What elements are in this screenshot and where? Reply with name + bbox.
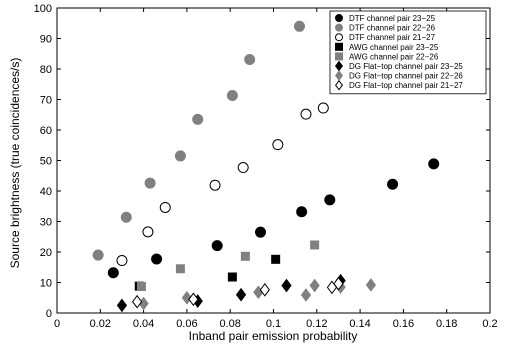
y-tick-label: 50 bbox=[40, 156, 52, 168]
y-tick-label: 30 bbox=[40, 217, 52, 229]
data-point-series-4 bbox=[175, 264, 185, 274]
legend-label: DG Flat−top channel pair 23−25 bbox=[349, 62, 463, 71]
legend-marker-series-0 bbox=[335, 14, 343, 22]
data-point-series-0 bbox=[211, 240, 223, 252]
data-point-series-5 bbox=[281, 278, 292, 293]
y-tick-label: 0 bbox=[46, 308, 52, 320]
x-axis-title: Inband pair emission probability bbox=[189, 329, 358, 343]
data-point-series-0 bbox=[296, 206, 308, 218]
data-point-series-5 bbox=[116, 298, 128, 313]
y-axis-title: Source brightness (true coincidences/s) bbox=[8, 58, 22, 269]
data-point-series-1 bbox=[174, 150, 186, 162]
legend-marker-series-7 bbox=[335, 79, 343, 91]
data-point-series-1 bbox=[120, 211, 132, 223]
data-point-series-2 bbox=[142, 226, 154, 238]
data-point-series-2 bbox=[237, 162, 249, 174]
legend-marker-series-2 bbox=[335, 33, 343, 42]
data-point-series-0 bbox=[428, 158, 440, 170]
legend-box bbox=[329, 10, 487, 95]
y-tick-label: 10 bbox=[40, 278, 52, 290]
data-point-series-3 bbox=[227, 272, 237, 282]
x-tick-label: 0.04 bbox=[133, 318, 154, 330]
data-point-series-2 bbox=[300, 108, 312, 120]
legend-marker-series-3 bbox=[335, 42, 343, 51]
data-point-series-3 bbox=[271, 254, 281, 264]
data-point-series-2 bbox=[159, 201, 171, 213]
legend-label: AWG channel pair 22−26 bbox=[349, 52, 439, 61]
legend-label: DTF channel pair 21−27 bbox=[349, 33, 436, 42]
y-tick-label: 80 bbox=[40, 64, 52, 76]
data-point-series-6 bbox=[181, 290, 193, 305]
data-point-series-4 bbox=[310, 240, 320, 250]
x-tick-label: 0.18 bbox=[436, 318, 457, 330]
data-point-series-2 bbox=[116, 255, 128, 267]
data-point-series-1 bbox=[92, 249, 104, 261]
x-tick-label: 0.16 bbox=[393, 318, 414, 330]
x-tick-label: 0 bbox=[54, 318, 60, 330]
x-tick-label: 0.12 bbox=[306, 318, 327, 330]
data-point-series-0 bbox=[107, 267, 119, 279]
data-point-series-7 bbox=[259, 282, 270, 297]
legend-label: DTF channel pair 22−26 bbox=[349, 24, 436, 33]
data-point-series-2 bbox=[209, 179, 221, 191]
data-point-series-1 bbox=[293, 20, 305, 32]
data-point-series-2 bbox=[317, 102, 329, 114]
data-point-series-1 bbox=[244, 54, 256, 66]
x-tick-label: 0.02 bbox=[90, 318, 111, 330]
data-point-series-4 bbox=[136, 281, 146, 291]
x-tick-label: 0.1 bbox=[266, 318, 281, 330]
data-point-series-5 bbox=[235, 287, 247, 302]
data-point-series-0 bbox=[324, 194, 336, 206]
data-point-series-4 bbox=[240, 251, 250, 261]
legend-label: DTF channel pair 23−25 bbox=[349, 14, 436, 23]
legend-label: AWG channel pair 23−25 bbox=[349, 43, 439, 52]
y-tick-label: 60 bbox=[40, 125, 52, 137]
x-tick-label: 0.06 bbox=[176, 318, 197, 330]
legend-label: DG Flat−top channel pair 22−26 bbox=[349, 72, 463, 81]
y-tick-label: 20 bbox=[40, 247, 52, 259]
y-tick-label: 40 bbox=[40, 186, 52, 198]
y-tick-label: 70 bbox=[40, 95, 52, 107]
data-point-series-2 bbox=[272, 139, 284, 151]
y-tick-label: 100 bbox=[34, 3, 52, 15]
x-tick-label: 0.2 bbox=[482, 318, 497, 330]
data-point-series-6 bbox=[300, 288, 312, 302]
data-point-series-7 bbox=[131, 294, 143, 309]
data-point-series-6 bbox=[309, 278, 320, 293]
y-tick-label: 90 bbox=[40, 34, 52, 46]
data-point-series-1 bbox=[192, 113, 204, 125]
x-tick-label: 0.14 bbox=[349, 318, 370, 330]
legend-label: DG Flat−top channel pair 21−27 bbox=[349, 81, 463, 90]
data-point-series-0 bbox=[387, 178, 399, 190]
data-point-series-0 bbox=[151, 253, 163, 265]
data-point-series-1 bbox=[226, 90, 238, 102]
data-point-series-0 bbox=[255, 226, 267, 238]
x-tick-label: 0.08 bbox=[219, 318, 240, 330]
data-point-series-6 bbox=[365, 278, 377, 292]
legend-marker-series-1 bbox=[335, 23, 343, 32]
data-point-series-7 bbox=[333, 276, 344, 291]
legend-marker-series-4 bbox=[335, 52, 343, 61]
data-point-series-7 bbox=[188, 292, 199, 307]
data-point-series-1 bbox=[144, 177, 156, 189]
